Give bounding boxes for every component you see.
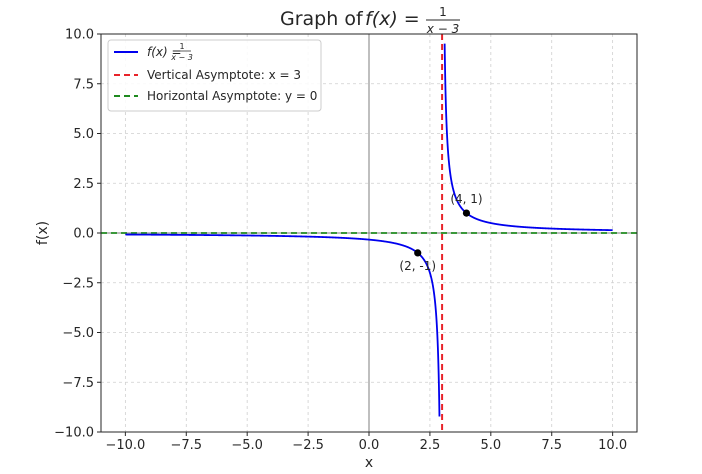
y-axis-label: f(x) [35, 221, 51, 245]
series-layer [101, 34, 637, 432]
y-tick-label: −10.0 [54, 426, 94, 441]
x-tick-label: 10.0 [598, 438, 627, 453]
legend-box [107, 39, 322, 112]
y-tick-label: 7.5 [73, 77, 94, 92]
x-tick-label: −7.5 [170, 438, 202, 453]
legend-function-numerator: 1 [179, 42, 184, 51]
x-tick-label: −2.5 [292, 438, 324, 453]
y-tick-label: 0.0 [73, 227, 94, 242]
point-annotation: (4, 1) [450, 192, 482, 206]
title-function: f(x) = [365, 8, 420, 30]
y-tick-label: 5.0 [73, 127, 94, 142]
x-axis-label: x [365, 455, 373, 471]
reference-lines [101, 34, 637, 432]
function-curve-left-branch [125, 233, 441, 417]
y-tick-label: −7.5 [62, 376, 94, 391]
title-denominator: x − 3 [426, 22, 459, 36]
highlight-point [414, 249, 422, 257]
point-annotation: (2, -1) [399, 259, 436, 273]
x-tick-label: 2.5 [420, 438, 441, 453]
x-tick-label: 5.0 [480, 438, 501, 453]
highlight-point [462, 209, 471, 217]
legend-label-vertical-asymptote: Vertical Asymptote: x = 3 [147, 68, 301, 82]
function-curve-right-branch [443, 43, 613, 232]
x-tick-label: 7.5 [541, 438, 562, 453]
x-tick-label: −10.0 [105, 438, 145, 453]
title-prefix: Graph of [280, 8, 364, 30]
legend-function-denominator: x − 3 [170, 53, 193, 62]
legend-label-horizontal-asymptote: Horizontal Asymptote: y = 0 [147, 89, 317, 103]
title-numerator: 1 [439, 5, 447, 19]
ticks: −10.0 −7.5 −5.0 −2.5 0.0 2.5 5.0 7.5 10.0−10.0−7… [54, 28, 627, 454]
legend: f(x) = 1 x − 3 Vertical Asymptote: x = 3… [107, 39, 322, 112]
y-tick-label: −2.5 [62, 276, 94, 291]
y-tick-label: 10.0 [65, 28, 94, 43]
y-tick-label: 2.5 [73, 177, 94, 192]
y-tick-label: −5.0 [62, 326, 94, 341]
chart-title: Graph of f(x) = 1 x − 3 [280, 5, 460, 36]
x-tick-label: 0.0 [359, 438, 380, 453]
legend-label-function: f(x) = [147, 45, 182, 59]
x-tick-label: −5.0 [231, 438, 263, 453]
points-layer: (2, -1) (4, 1) [399, 192, 482, 273]
